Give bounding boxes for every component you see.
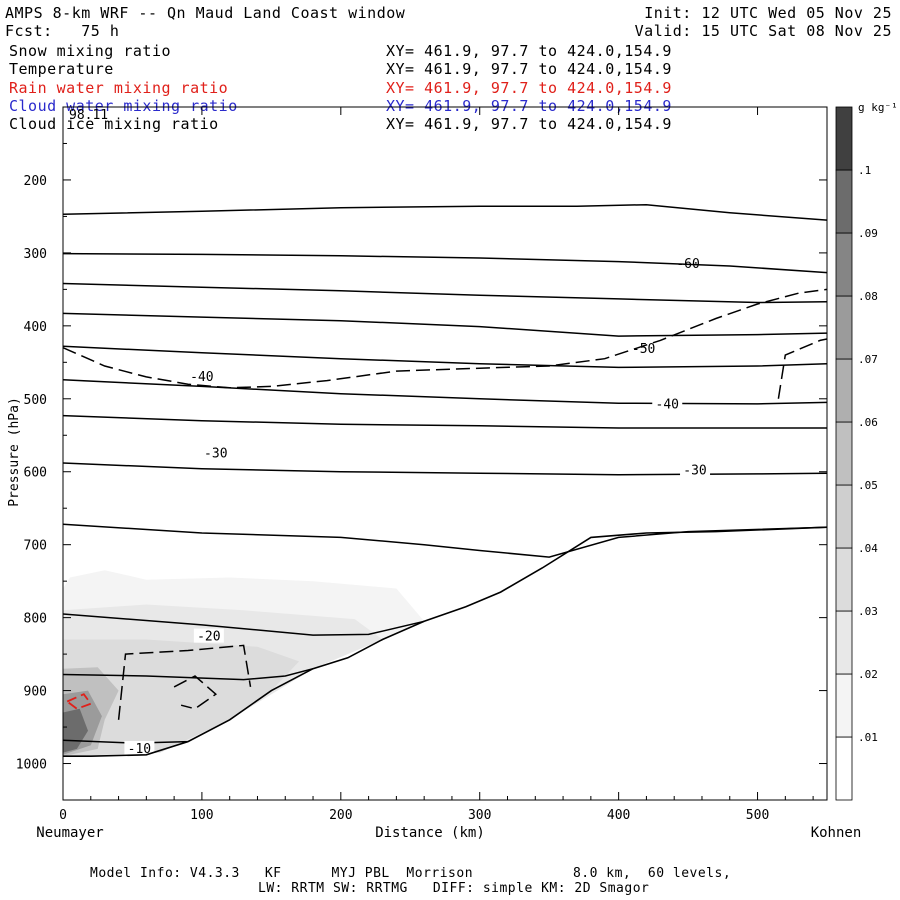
isotherm-line (63, 203, 827, 221)
colorbar-tick-label: .1 (858, 164, 871, 177)
top-value-label: 98.11 (69, 108, 108, 123)
model-info-line1: Model Info: V4.3.3 KF MYJ PBL Morrison 8… (90, 866, 732, 881)
isotherm-line (63, 312, 827, 337)
cloud-ice-contour (117, 644, 252, 720)
left-endpoint-label: Neumayer (36, 825, 103, 841)
colorbar-swatch (835, 610, 853, 675)
y-tick-label: 900 (24, 685, 47, 700)
x-tick-label: 100 (190, 808, 213, 823)
y-tick-label: 800 (24, 612, 47, 627)
field-xy-cloud-ice: XY= 461.9, 97.7 to 424.0,154.9 (386, 115, 672, 133)
isotherm-line (63, 252, 827, 274)
field-xy-snow: XY= 461.9, 97.7 to 424.0,154.9 (386, 42, 672, 60)
y-tick-label: 500 (24, 393, 47, 408)
isotherm-label: -50 (632, 342, 655, 357)
colorbar-swatch (835, 358, 853, 423)
colorbar-swatch (835, 232, 853, 297)
forecast-hour: Fcst: 75 h (5, 22, 120, 40)
isotherm-line (63, 345, 827, 369)
colorbar-tick-label: .07 (858, 353, 878, 366)
plot-frame (62, 106, 828, 801)
x-tick-label: 400 (607, 808, 630, 823)
axis-layer: 0 100 200 300 400 500 200 300 400 500 600 700 800 900… (16, 106, 828, 823)
colorbar-tick-label: .04 (858, 542, 878, 555)
y-tick-label: 600 (24, 466, 47, 481)
field-name-cloud-ice: Cloud ice mixing ratio (9, 115, 219, 133)
y-tick-label: 400 (24, 320, 47, 335)
colorbar-tick-label: .02 (858, 668, 878, 681)
rain-water-contour (66, 693, 93, 710)
isotherm-label-bg (680, 462, 711, 477)
isotherm-label: -30 (204, 447, 227, 462)
colorbar-tick-label: .05 (858, 479, 878, 492)
colorbar-swatch (835, 169, 853, 234)
isotherm-label-bg (186, 368, 217, 383)
valid-time: Valid: 15 UTC Sat 08 Nov 25 (634, 22, 892, 40)
model-info-line2: LW: RRTM SW: RRTMG DIFF: simple KM: 2D S… (258, 881, 650, 896)
field-xy-rain: XY= 461.9, 97.7 to 424.0,154.9 (386, 79, 672, 97)
isotherm-line (63, 282, 827, 304)
isotherm-label: -10 (128, 742, 151, 757)
terrain-line (63, 526, 827, 757)
colorbar-swatch (835, 106, 853, 171)
contour-layer: -60-50-40-40-30-30-20-10 (63, 203, 827, 757)
x-tick-label: 300 (468, 808, 491, 823)
cloud-ice-contour (777, 338, 827, 399)
isotherm-label-bg (200, 445, 231, 460)
colorbar-swatch (835, 547, 853, 612)
isotherm-line (63, 613, 425, 636)
colorbar-swatch (835, 295, 853, 360)
isotherm-label-bg (628, 341, 659, 356)
field-name-snow: Snow mixing ratio (9, 42, 172, 60)
colorbar-tick-label: .09 (858, 227, 878, 240)
field-xy-temperature: XY= 461.9, 97.7 to 424.0,154.9 (386, 60, 672, 78)
x-tick-label: 0 (59, 808, 67, 823)
x-tick-label: 500 (746, 808, 769, 823)
x-tick-label: 200 (329, 808, 352, 823)
isotherm-label: -40 (656, 398, 679, 413)
colorbar-unit: g kg⁻¹ (858, 101, 898, 114)
isotherm-label-bg (193, 628, 224, 643)
field-name-temperature: Temperature (9, 60, 114, 78)
colorbar-swatch (835, 421, 853, 486)
colorbar-tick-label: .01 (858, 731, 878, 744)
colorbar-swatch (835, 673, 853, 738)
snow-shade-09 (63, 708, 88, 753)
chart-title: AMPS 8-km WRF -- Qn Maud Land Coast wind… (5, 4, 406, 22)
isotherm-line (63, 414, 827, 429)
isotherm-label-bg (673, 255, 704, 270)
field-name-rain: Rain water mixing ratio (9, 79, 229, 97)
colorbar-tick-label: .08 (858, 290, 878, 303)
snow-shading-layer (63, 570, 425, 757)
y-tick-label: 300 (24, 247, 47, 262)
y-tick-label: 200 (24, 174, 47, 189)
field-xy-cloud-water: XY= 461.9, 97.7 to 424.0,154.9 (386, 97, 672, 115)
y-tick-label: 1000 (16, 758, 47, 773)
isotherm-label: -30 (683, 463, 706, 478)
x-axis-label: Distance (km) (375, 825, 485, 841)
isotherm-label-bg (124, 740, 155, 755)
isotherm-line (63, 667, 314, 681)
isotherm-label: -20 (197, 630, 220, 645)
y-tick-label: 700 (24, 539, 47, 554)
isotherm-line (63, 523, 827, 558)
y-axis-label: Pressure (hPa) (7, 397, 22, 507)
isotherm-label-bg (652, 396, 683, 411)
colorbar-tick-label: .06 (858, 416, 878, 429)
colorbar: .01 .02 .03 .04 .05 .06 .07 .08 .09 .1 (835, 106, 878, 801)
isotherm-label: -40 (190, 370, 213, 385)
init-time: Init: 12 UTC Wed 05 Nov 25 (644, 4, 892, 22)
field-name-cloud-water: Cloud water mixing ratio (9, 97, 238, 115)
cloud-ice-contour (173, 675, 218, 710)
isotherm-line (63, 462, 827, 476)
colorbar-swatch (835, 484, 853, 549)
right-endpoint-label: Kohnen (811, 825, 862, 841)
colorbar-tick-label: .03 (858, 605, 878, 618)
isotherm-line (63, 379, 827, 405)
colorbar-swatch (835, 736, 853, 801)
snow-shade-03 (63, 639, 300, 757)
cloud-ice-contour (63, 288, 827, 389)
